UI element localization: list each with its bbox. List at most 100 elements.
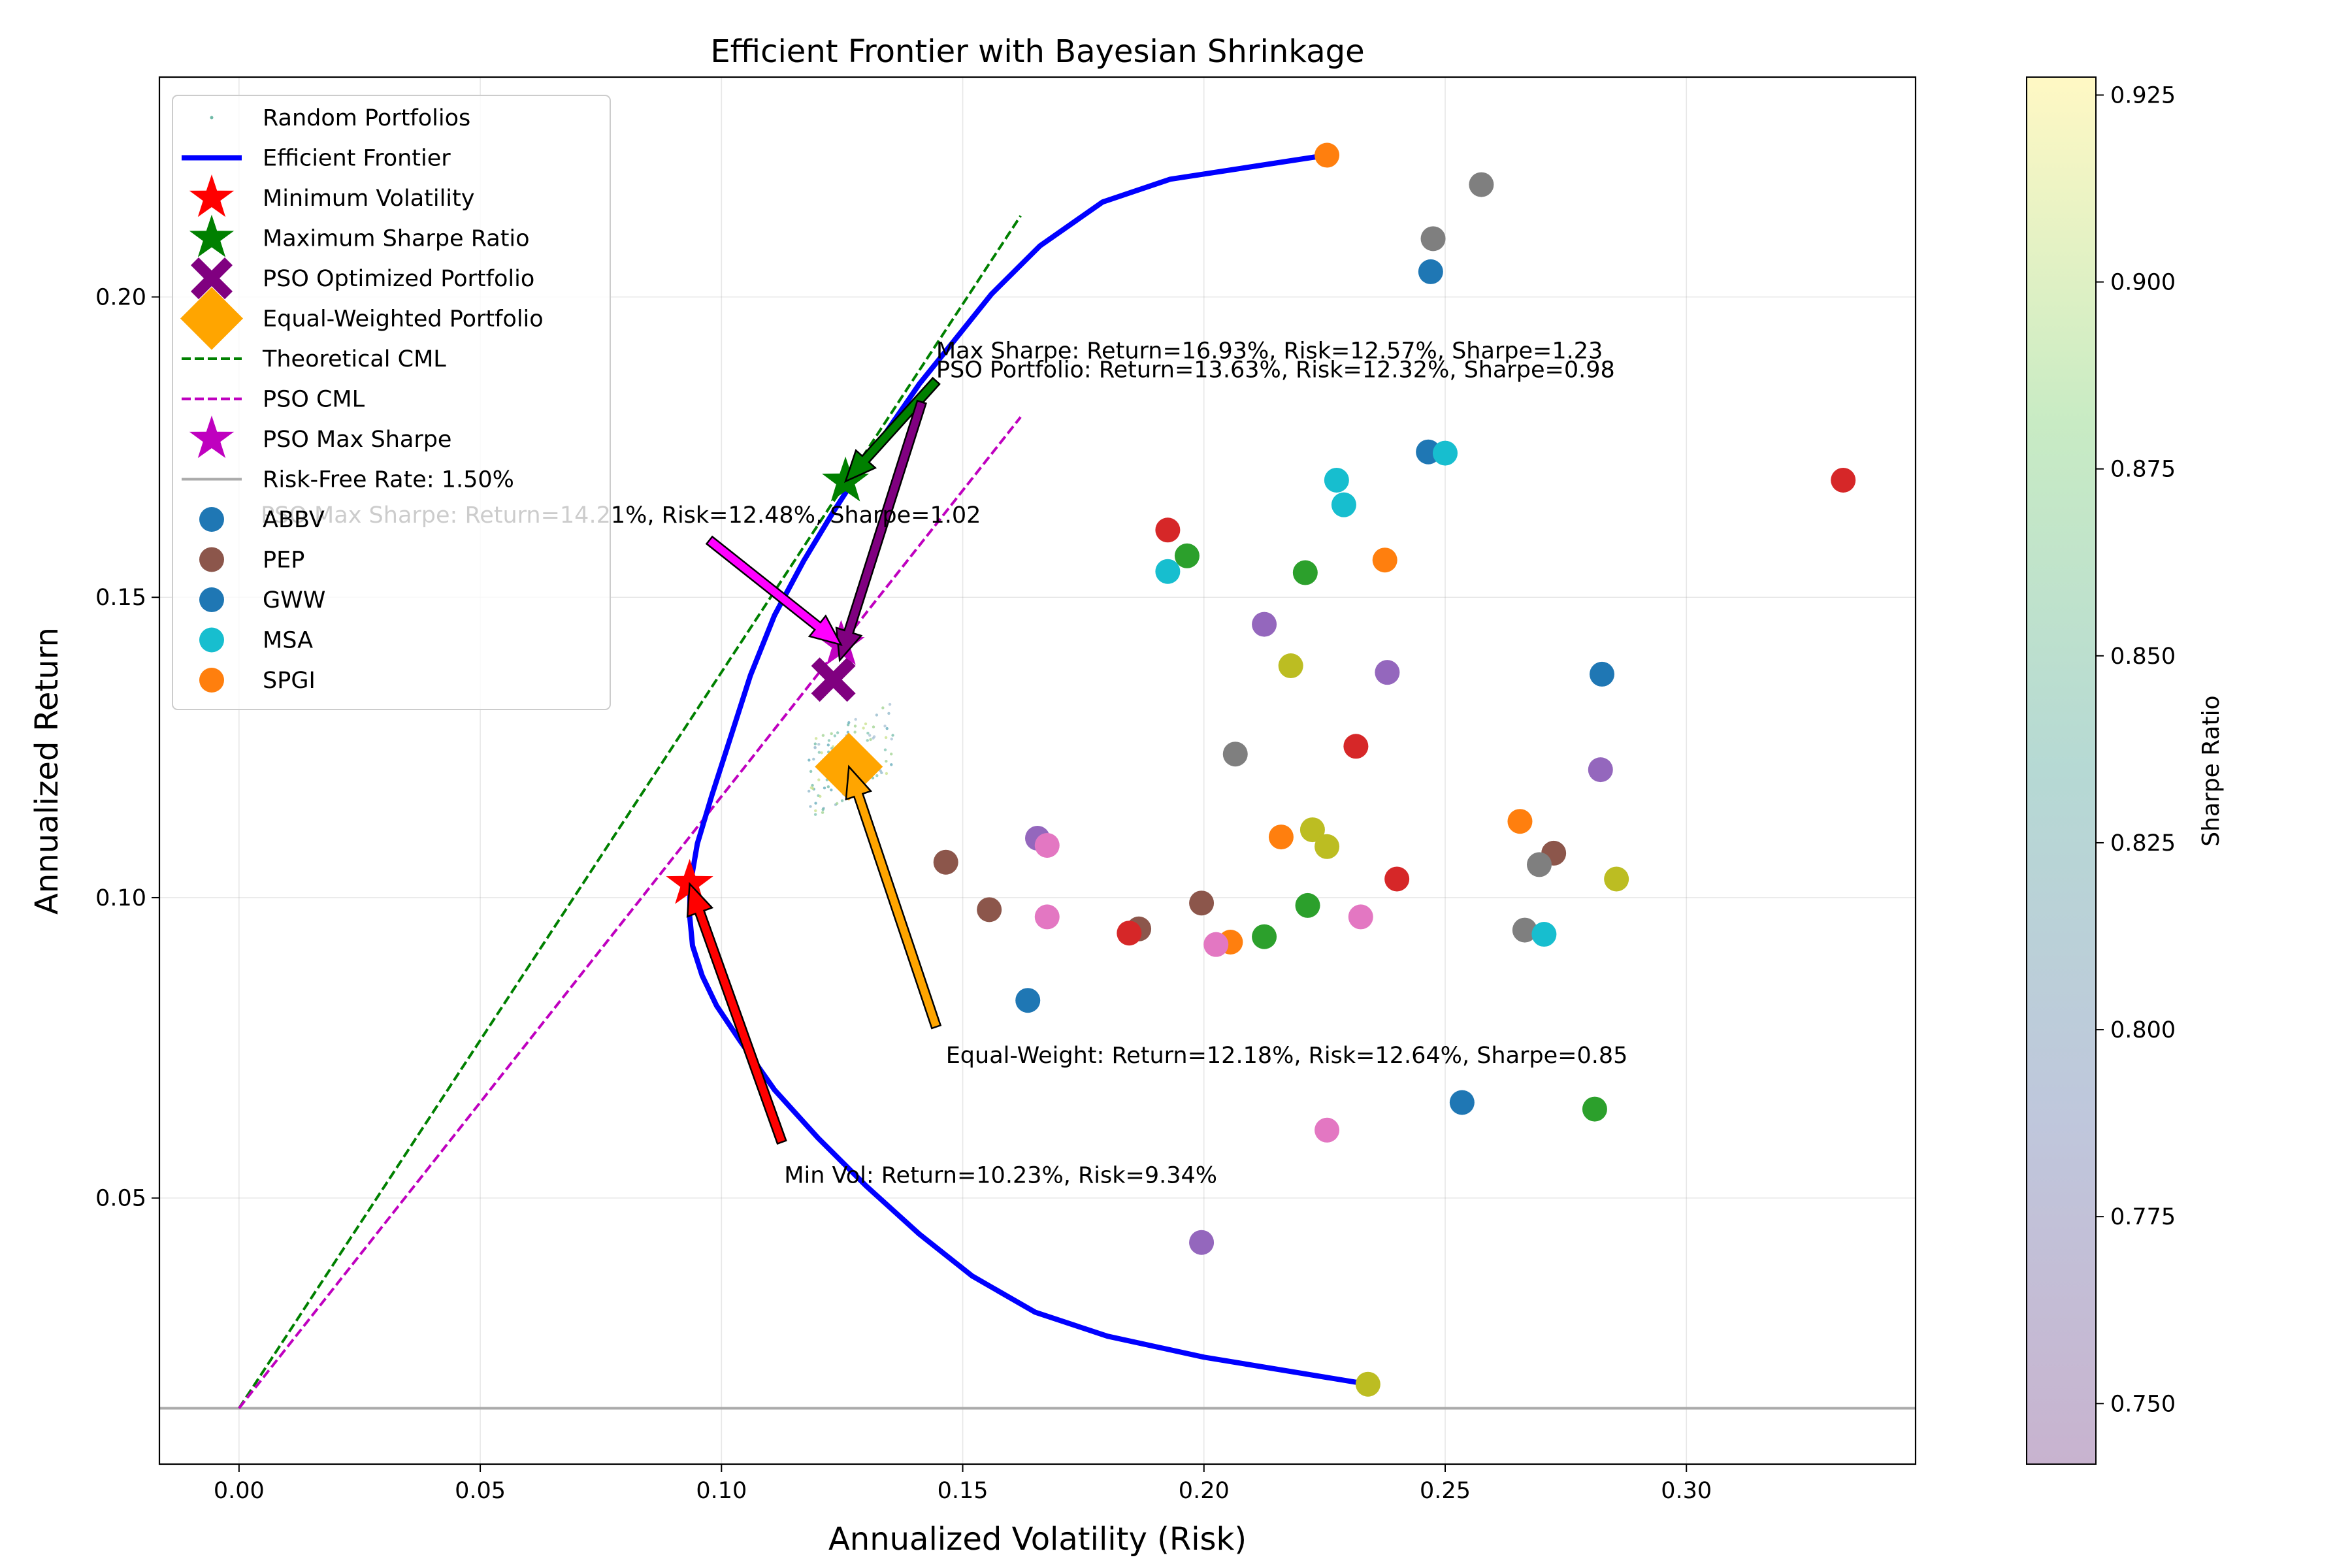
colorbar-tick-label: 0.825 <box>2110 830 2176 857</box>
legend-handle-star <box>189 416 235 459</box>
random-portfolio-point <box>813 742 817 745</box>
legend-handle-circle <box>199 668 224 693</box>
annotation-arrow <box>845 764 942 1030</box>
asset-point <box>1315 834 1340 859</box>
random-portfolio-point <box>830 788 833 792</box>
random-portfolio-point <box>833 734 837 738</box>
random-portfolio-point <box>840 799 844 802</box>
asset-point <box>1189 890 1215 916</box>
chart-title: Efficient Frontier with Bayesian Shrinka… <box>710 33 1364 70</box>
random-portfolio-point <box>853 725 857 728</box>
colorbar-ticks: 0.750 0.775 0.800 0.825 0.850 0.875 0.900 0.925 <box>2096 82 2176 1417</box>
random-portfolio-point <box>887 711 890 715</box>
asset-point <box>1278 653 1303 679</box>
legend-label: PSO Optimized Portfolio <box>263 266 534 292</box>
random-portfolio-point <box>814 802 817 805</box>
asset-point <box>1292 560 1318 585</box>
random-portfolio-point <box>885 727 889 730</box>
asset-point <box>933 849 958 875</box>
legend-handle-diamond <box>180 287 243 350</box>
asset-point <box>1449 1090 1475 1115</box>
asset-point <box>1348 904 1373 930</box>
random-portfolio-point <box>830 747 834 750</box>
legend-label: Risk-Free Rate: 1.50% <box>263 467 514 493</box>
asset-point <box>1531 922 1557 947</box>
random-portfolio-point <box>875 713 879 717</box>
asset-point <box>1203 932 1229 957</box>
random-portfolio-point <box>835 802 839 806</box>
legend-handle-circle <box>199 507 224 532</box>
asset-point <box>1375 660 1400 685</box>
random-portfolio-point <box>883 725 887 728</box>
asset-point <box>1355 1371 1380 1397</box>
data-layer <box>159 142 1916 1410</box>
random-portfolio-point <box>854 717 857 721</box>
random-portfolio-point <box>817 751 821 754</box>
y-tick-label: 0.15 <box>95 585 146 611</box>
annotation-text: PSO Portfolio: Return=13.63%, Risk=12.32… <box>936 357 1615 384</box>
y-tick-label: 0.20 <box>95 285 146 311</box>
random-portfolio-point <box>868 734 872 737</box>
random-portfolio-point <box>819 794 822 798</box>
random-portfolio-point <box>809 805 812 808</box>
legend-label: Random Portfolios <box>263 105 470 131</box>
random-portfolio-point <box>866 731 870 735</box>
random-portfolio-point <box>812 757 815 761</box>
random-portfolio-point <box>830 732 833 736</box>
legend-handle-circle <box>199 627 224 653</box>
colorbar-label: Sharpe Ratio <box>2198 695 2225 846</box>
random-portfolio-point <box>821 808 825 811</box>
y-tick-label: 0.10 <box>95 885 146 911</box>
asset-point <box>1527 852 1552 877</box>
colorbar-tick-label: 0.925 <box>2110 82 2176 108</box>
pso-cml-line <box>238 416 1022 1409</box>
random-portfolio-point <box>821 811 825 814</box>
asset-point <box>1343 734 1369 759</box>
annotation-text: Min Vol: Return=10.23%, Risk=9.34% <box>784 1163 1217 1189</box>
asset-point <box>1324 467 1349 493</box>
random-portfolio-point <box>836 731 840 734</box>
asset-point <box>1418 259 1443 284</box>
colorbar-gradient <box>2027 77 2096 1464</box>
asset-point <box>1315 142 1340 168</box>
random-portfolio-point <box>827 739 831 742</box>
random-portfolio-point <box>846 723 850 727</box>
random-portfolio-point <box>821 734 825 737</box>
random-portfolio-point <box>826 743 830 747</box>
asset-point <box>1831 467 1856 493</box>
annotation-text: Max Sharpe: Return=16.93%, Risk=12.57%, … <box>936 338 1603 364</box>
x-tick-label: 0.05 <box>455 1478 506 1504</box>
special-point-star <box>666 858 713 904</box>
colorbar-tick-label: 0.775 <box>2110 1204 2176 1230</box>
legend-handle-circle <box>199 587 224 612</box>
colorbar-tick-label: 0.850 <box>2110 644 2176 670</box>
random-portfolio-point <box>853 730 857 734</box>
legend-label: PSO Max Sharpe <box>263 427 451 453</box>
asset-point <box>1590 661 1614 687</box>
random-portfolio-point <box>847 721 851 725</box>
asset-point <box>1384 866 1410 892</box>
random-portfolio-point <box>820 751 823 755</box>
asset-point <box>1582 1096 1607 1122</box>
random-portfolio-point <box>890 763 893 766</box>
x-tick-label: 0.10 <box>696 1478 747 1504</box>
asset-point <box>1604 866 1629 892</box>
colorbar-frame <box>2026 76 2097 1465</box>
asset-point <box>1034 832 1060 858</box>
random-portfolio-point <box>879 769 882 772</box>
colorbar-tick-label: 0.900 <box>2110 270 2176 296</box>
legend-handle-circle <box>199 547 224 572</box>
legend-label: Equal-Weighted Portfolio <box>263 306 544 333</box>
legend-label: Theoretical CML <box>262 346 446 372</box>
annotation-arrow <box>705 535 843 646</box>
colorbar-tick-label: 0.750 <box>2110 1391 2176 1417</box>
annotation-text: Equal-Weight: Return=12.18%, Risk=12.64%… <box>946 1043 1628 1069</box>
random-portfolio-point <box>808 759 811 762</box>
legend-handle-x <box>191 257 233 299</box>
x-tick-label: 0.30 <box>1661 1478 1712 1504</box>
random-portfolio-point <box>884 736 888 740</box>
random-portfolio-point <box>862 727 865 730</box>
random-portfolio-point <box>889 752 893 756</box>
colorbar: 0.750 0.775 0.800 0.825 0.850 0.875 0.900 0.925… <box>2026 76 2225 1465</box>
asset-point <box>1174 543 1200 568</box>
